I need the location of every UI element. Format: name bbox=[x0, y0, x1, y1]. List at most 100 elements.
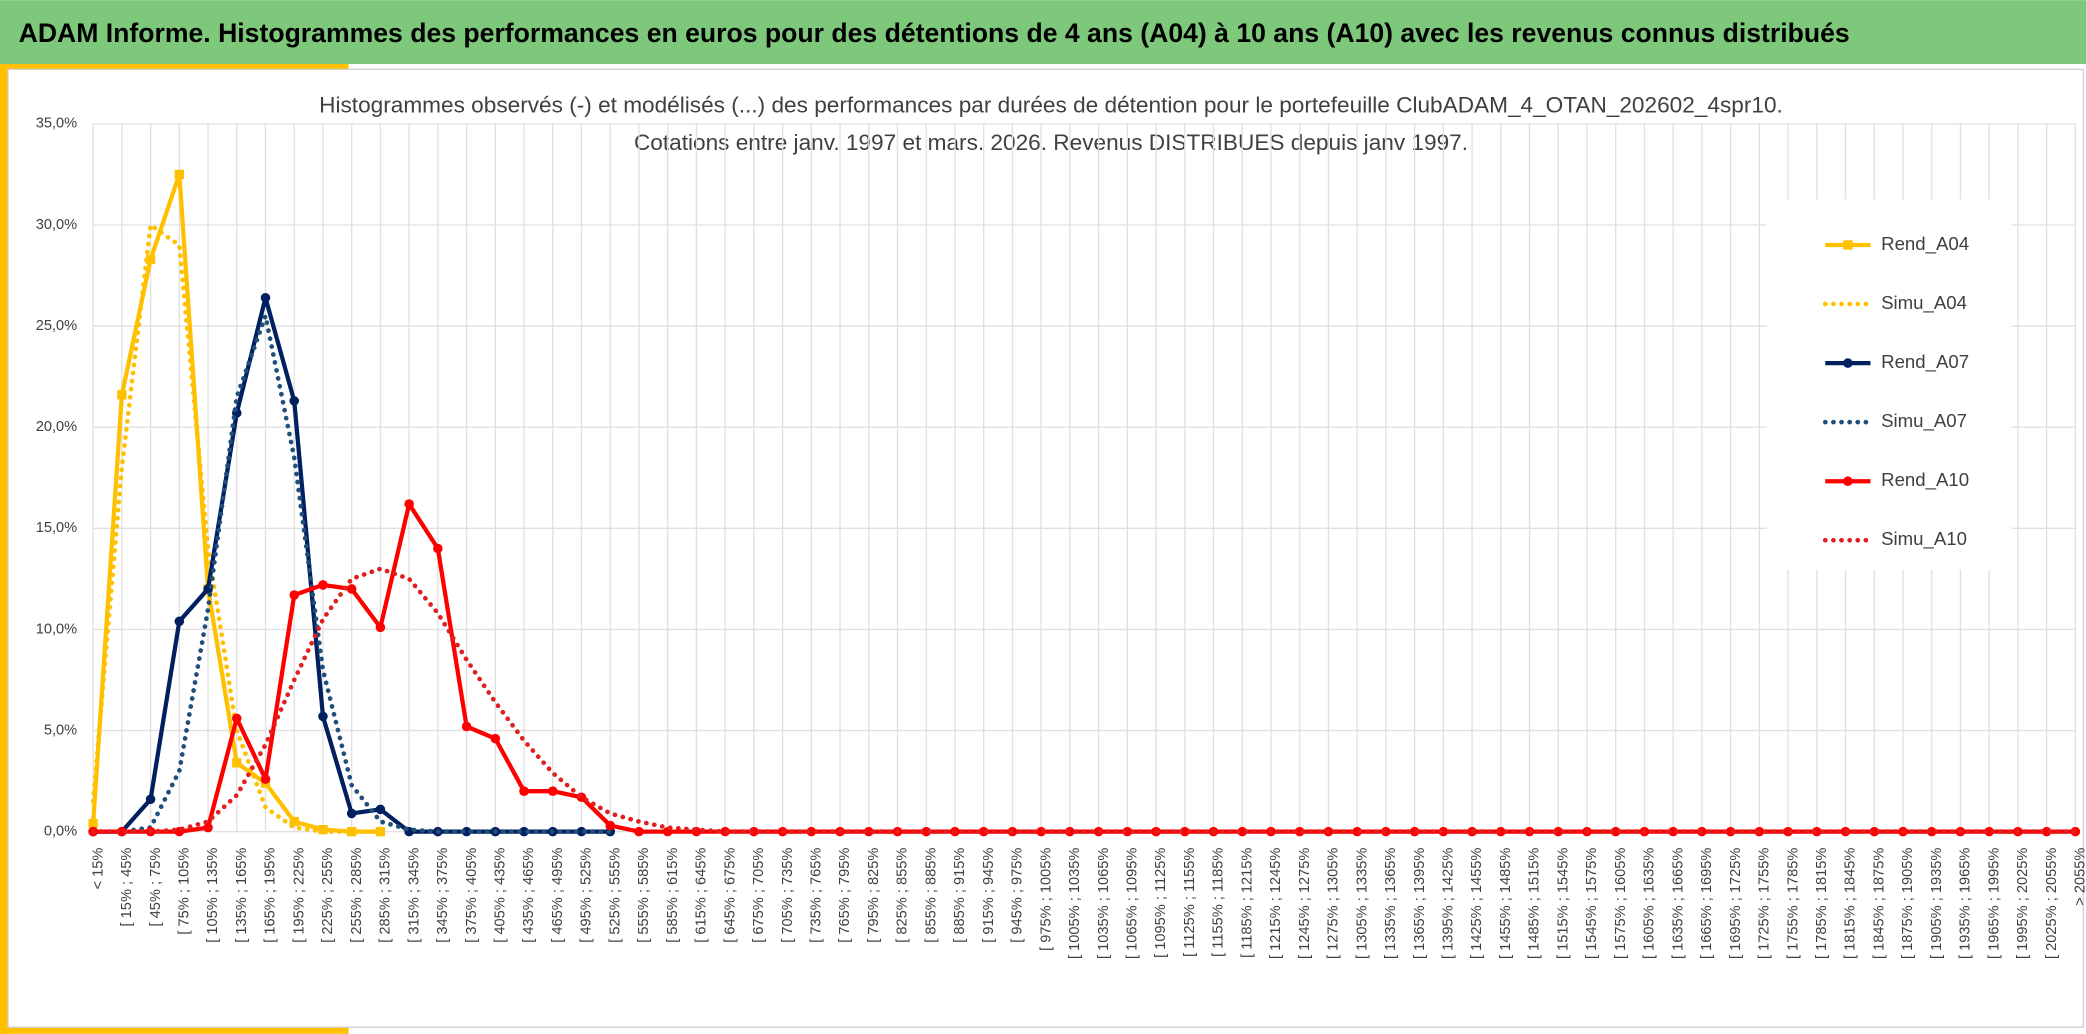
header-title: ADAM Informe. Histogrammes des performan… bbox=[19, 18, 1850, 48]
x-tick-label: [ 765% ; 795% bbox=[837, 848, 853, 943]
marker bbox=[1812, 826, 1822, 837]
y-tick-label: 15,0% bbox=[36, 520, 77, 536]
chart-title: Histogrammes observés (-) et modélisés (… bbox=[319, 93, 1783, 118]
y-tick-label: 30,0% bbox=[36, 217, 77, 233]
y-tick-label: 5,0% bbox=[44, 722, 77, 738]
x-tick-label: [ 1785% ; 1815% bbox=[1814, 848, 1830, 959]
x-tick-label: [ 1575% ; 1605% bbox=[1613, 848, 1629, 959]
x-tick-label: [ 105% ; 135% bbox=[205, 848, 221, 943]
chart-subtitle: Cotations entre janv. 1997 et mars. 2026… bbox=[634, 130, 1468, 155]
x-tick-label: [ 135% ; 165% bbox=[234, 848, 250, 943]
x-tick-label: > 2055% bbox=[2073, 848, 2086, 906]
x-tick-label: [ 435% ; 465% bbox=[521, 848, 537, 943]
y-tick-label: 0,0% bbox=[44, 823, 77, 839]
marker bbox=[433, 543, 443, 554]
x-tick-label: [ 1725% ; 1755% bbox=[1757, 848, 1773, 959]
x-tick-label: [ 1275% ; 1305% bbox=[1326, 848, 1342, 959]
x-tick-label: [ 1515% ; 1545% bbox=[1555, 848, 1571, 959]
x-tick-label: [ 1485% ; 1515% bbox=[1527, 848, 1543, 959]
title-backdrop bbox=[239, 85, 1863, 166]
x-tick-label: [ 825% ; 855% bbox=[895, 848, 911, 943]
x-tick-label: [ 255% ; 285% bbox=[349, 848, 365, 943]
y-tick-label: 35,0% bbox=[36, 116, 77, 132]
x-tick-label: [ 1545% ; 1575% bbox=[1584, 848, 1600, 959]
x-tick-label: [ 555% ; 585% bbox=[636, 848, 652, 943]
x-tick-label: < 15% bbox=[90, 848, 106, 890]
marker bbox=[806, 826, 817, 837]
x-tick-label: [ 1095% ; 1125% bbox=[1153, 848, 1169, 958]
plot bbox=[88, 169, 2081, 837]
x-tick-label: [ 1845% ; 1875% bbox=[1871, 848, 1887, 959]
x-tick-label: [ 1305% ; 1335% bbox=[1354, 848, 1370, 959]
y-tick-label: 25,0% bbox=[36, 318, 77, 334]
x-tick-label: [ 1695% ; 1725% bbox=[1728, 848, 1744, 959]
x-tick-label: [ 1125% ; 1155% bbox=[1182, 848, 1198, 957]
marker bbox=[289, 396, 300, 406]
marker bbox=[117, 826, 127, 837]
marker bbox=[461, 721, 472, 732]
legend-box bbox=[1766, 199, 2012, 570]
legend-marker bbox=[1843, 476, 1853, 487]
marker bbox=[117, 390, 127, 400]
x-tick-label: [ 1005% ; 1035% bbox=[1067, 848, 1083, 959]
x-tick-label: [ 1815% ; 1845% bbox=[1843, 848, 1859, 959]
x-tick-label: [ 1935% ; 1965% bbox=[1958, 848, 1974, 959]
legend-label: Simu_A10 bbox=[1881, 528, 1967, 550]
x-tick-label: [ 165% ; 195% bbox=[263, 848, 279, 943]
series-line bbox=[90, 220, 383, 834]
marker bbox=[346, 584, 357, 594]
legend-label: Rend_A04 bbox=[1881, 233, 1969, 255]
x-tick-label: [ 795% ; 825% bbox=[866, 848, 882, 943]
x-tick-label: [ 1455% ; 1485% bbox=[1498, 848, 1514, 959]
chart-frame bbox=[7, 68, 2085, 1028]
x-tick-label: [ 615% ; 645% bbox=[694, 848, 710, 943]
marker bbox=[318, 580, 328, 590]
marker bbox=[863, 826, 874, 837]
y-tick-label: 10,0% bbox=[36, 621, 77, 637]
x-tick-label: [ 735% ; 765% bbox=[809, 848, 825, 943]
marker bbox=[605, 820, 616, 831]
marker bbox=[1725, 826, 1736, 837]
marker bbox=[318, 711, 328, 722]
x-tick-label: [ 1905% ; 1935% bbox=[1929, 848, 1945, 959]
x-tick-label: [ 345% ; 375% bbox=[435, 848, 451, 943]
marker bbox=[260, 292, 271, 303]
legend-label: Rend_A07 bbox=[1881, 351, 1969, 373]
x-tick-label: [ 405% ; 435% bbox=[492, 848, 508, 943]
marker bbox=[519, 826, 529, 837]
marker bbox=[921, 826, 932, 837]
marker bbox=[1496, 826, 1506, 837]
legend-label: Simu_A04 bbox=[1881, 292, 1967, 314]
x-tick-label: [ 1335% ; 1365% bbox=[1383, 848, 1399, 959]
x-tick-label: [ 2025% ; 2055% bbox=[2044, 848, 2060, 959]
marker bbox=[145, 794, 156, 805]
marker bbox=[231, 713, 242, 724]
marker bbox=[145, 254, 156, 265]
x-tick-label: [ 285% ; 315% bbox=[378, 848, 394, 943]
legend-label: Simu_A07 bbox=[1881, 410, 1967, 432]
marker bbox=[1179, 826, 1190, 837]
marker bbox=[203, 822, 213, 833]
marker bbox=[347, 826, 357, 837]
x-tick-label: [ 1755% ; 1785% bbox=[1785, 848, 1801, 959]
x-tick-label: [ 585% ; 615% bbox=[665, 848, 681, 943]
x-tick-label: [ 1365% ; 1395% bbox=[1412, 848, 1428, 959]
x-tick-label: [ 525% ; 555% bbox=[607, 848, 623, 943]
marker bbox=[260, 774, 271, 784]
marker bbox=[749, 826, 759, 837]
x-tick-label: [ 1035% ; 1065% bbox=[1096, 848, 1112, 959]
marker bbox=[375, 622, 386, 633]
marker bbox=[404, 499, 414, 509]
marker bbox=[1610, 826, 1621, 837]
x-tick-label: [ 945% ; 975% bbox=[1010, 848, 1026, 943]
x-tick-label: [ 1635% ; 1665% bbox=[1670, 848, 1686, 959]
accent bbox=[0, 64, 349, 70]
x-tick-label: [ 195% ; 225% bbox=[291, 848, 307, 943]
marker bbox=[289, 816, 299, 827]
accent bbox=[0, 1027, 349, 1034]
marker bbox=[519, 786, 529, 796]
x-tick-label: [ 1245% ; 1275% bbox=[1297, 848, 1313, 959]
